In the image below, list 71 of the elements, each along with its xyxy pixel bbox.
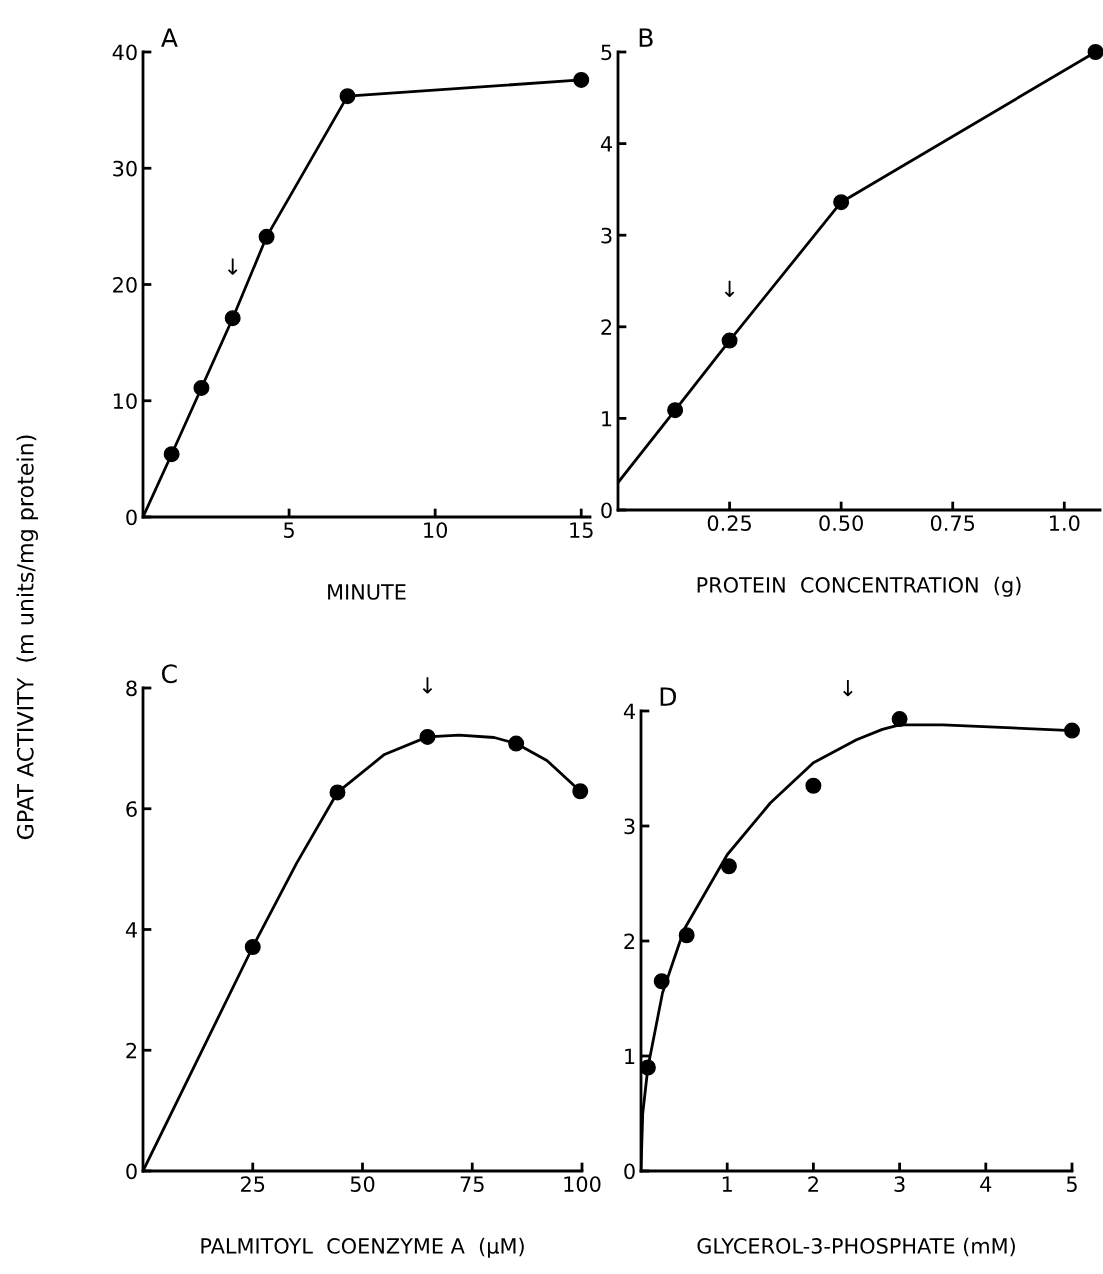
point [833,194,850,211]
text: A [161,28,178,47]
text: C [161,664,177,684]
point [1064,722,1080,739]
y-axis-title: GPAT ACTIVITY (m units/mg protein) [16,435,38,840]
point [419,728,436,745]
x-axis-title: MINUTE [328,584,406,600]
text: B [639,28,653,47]
point [805,777,822,794]
x-tick-label: 10 [424,522,448,538]
x-tick-label: 15 [570,522,593,538]
y-tick-label: 4 [125,922,137,938]
point [339,88,356,105]
point [678,927,695,944]
y-tick-label: 1 [602,411,612,427]
y-tick-label: 0 [601,502,612,519]
annotation: ↓ [422,677,433,694]
point [1087,44,1103,60]
x-tick-label: 0.75 [930,515,975,531]
y-tick-label: 10 [113,393,137,409]
point [258,228,275,245]
point [224,310,241,327]
y-tick-label: 3 [624,818,635,835]
point [573,71,590,88]
x-tick-label: 0.25 [707,515,751,531]
y-tick-label: 2 [126,1042,137,1059]
y-tick-label: 4 [623,703,635,719]
y-tick-label: 0 [126,509,137,526]
y-tick-label: 6 [126,801,137,817]
x-tick-label: 50 [350,1176,375,1192]
y-tick-label: 8 [126,680,137,697]
y-tick-label: 2 [601,319,612,335]
x-tick-label: 75 [460,1176,484,1192]
x-tick-label: 1 [722,1176,732,1192]
x-tick-label: 2 [808,1176,818,1192]
point [193,379,210,396]
point [508,735,525,752]
y-tick-label: 5 [601,44,612,61]
y-tick-label: 0 [126,1163,137,1180]
y-tick-label: 3 [601,227,612,244]
annotation: ↓ [227,258,238,275]
y-tick-label: 4 [600,136,612,152]
point [653,973,670,990]
y-tick-label: 2 [624,933,635,949]
x-axis-title: PALMITOYL COENZYME A (μM) [201,1237,524,1258]
point [572,783,589,800]
x-tick-label: 5 [284,522,294,538]
x-tick-label: 3 [894,1176,905,1192]
x-axis-title: GLYCEROL-3-PHOSPHATE (mM) [697,1237,1015,1257]
annotation: ↓ [724,280,735,298]
y-tick-label: 0 [624,1163,635,1180]
y-tick-label: 1 [625,1048,635,1064]
x-tick-label: 0.50 [819,515,863,531]
x-axis-title: PROTEIN CONCENTRATION (g) [697,576,1021,597]
y-tick-label: 20 [113,276,137,293]
y-tick-label: 30 [113,160,137,177]
x-tick-label: 4 [980,1176,992,1192]
point [244,939,261,955]
point [721,332,738,349]
point [667,402,684,419]
point [163,446,180,463]
text: D [660,687,677,706]
x-tick-label: 1.0 [1050,515,1080,531]
x-tick-label: 100 [564,1176,601,1192]
annotation: ↓ [843,680,853,697]
x-tick-label: 25 [241,1176,265,1192]
x-tick-label: 5 [1066,1176,1077,1192]
point [891,711,908,728]
y-tick-label: 40 [112,44,137,61]
point [720,858,737,875]
point [329,784,346,801]
